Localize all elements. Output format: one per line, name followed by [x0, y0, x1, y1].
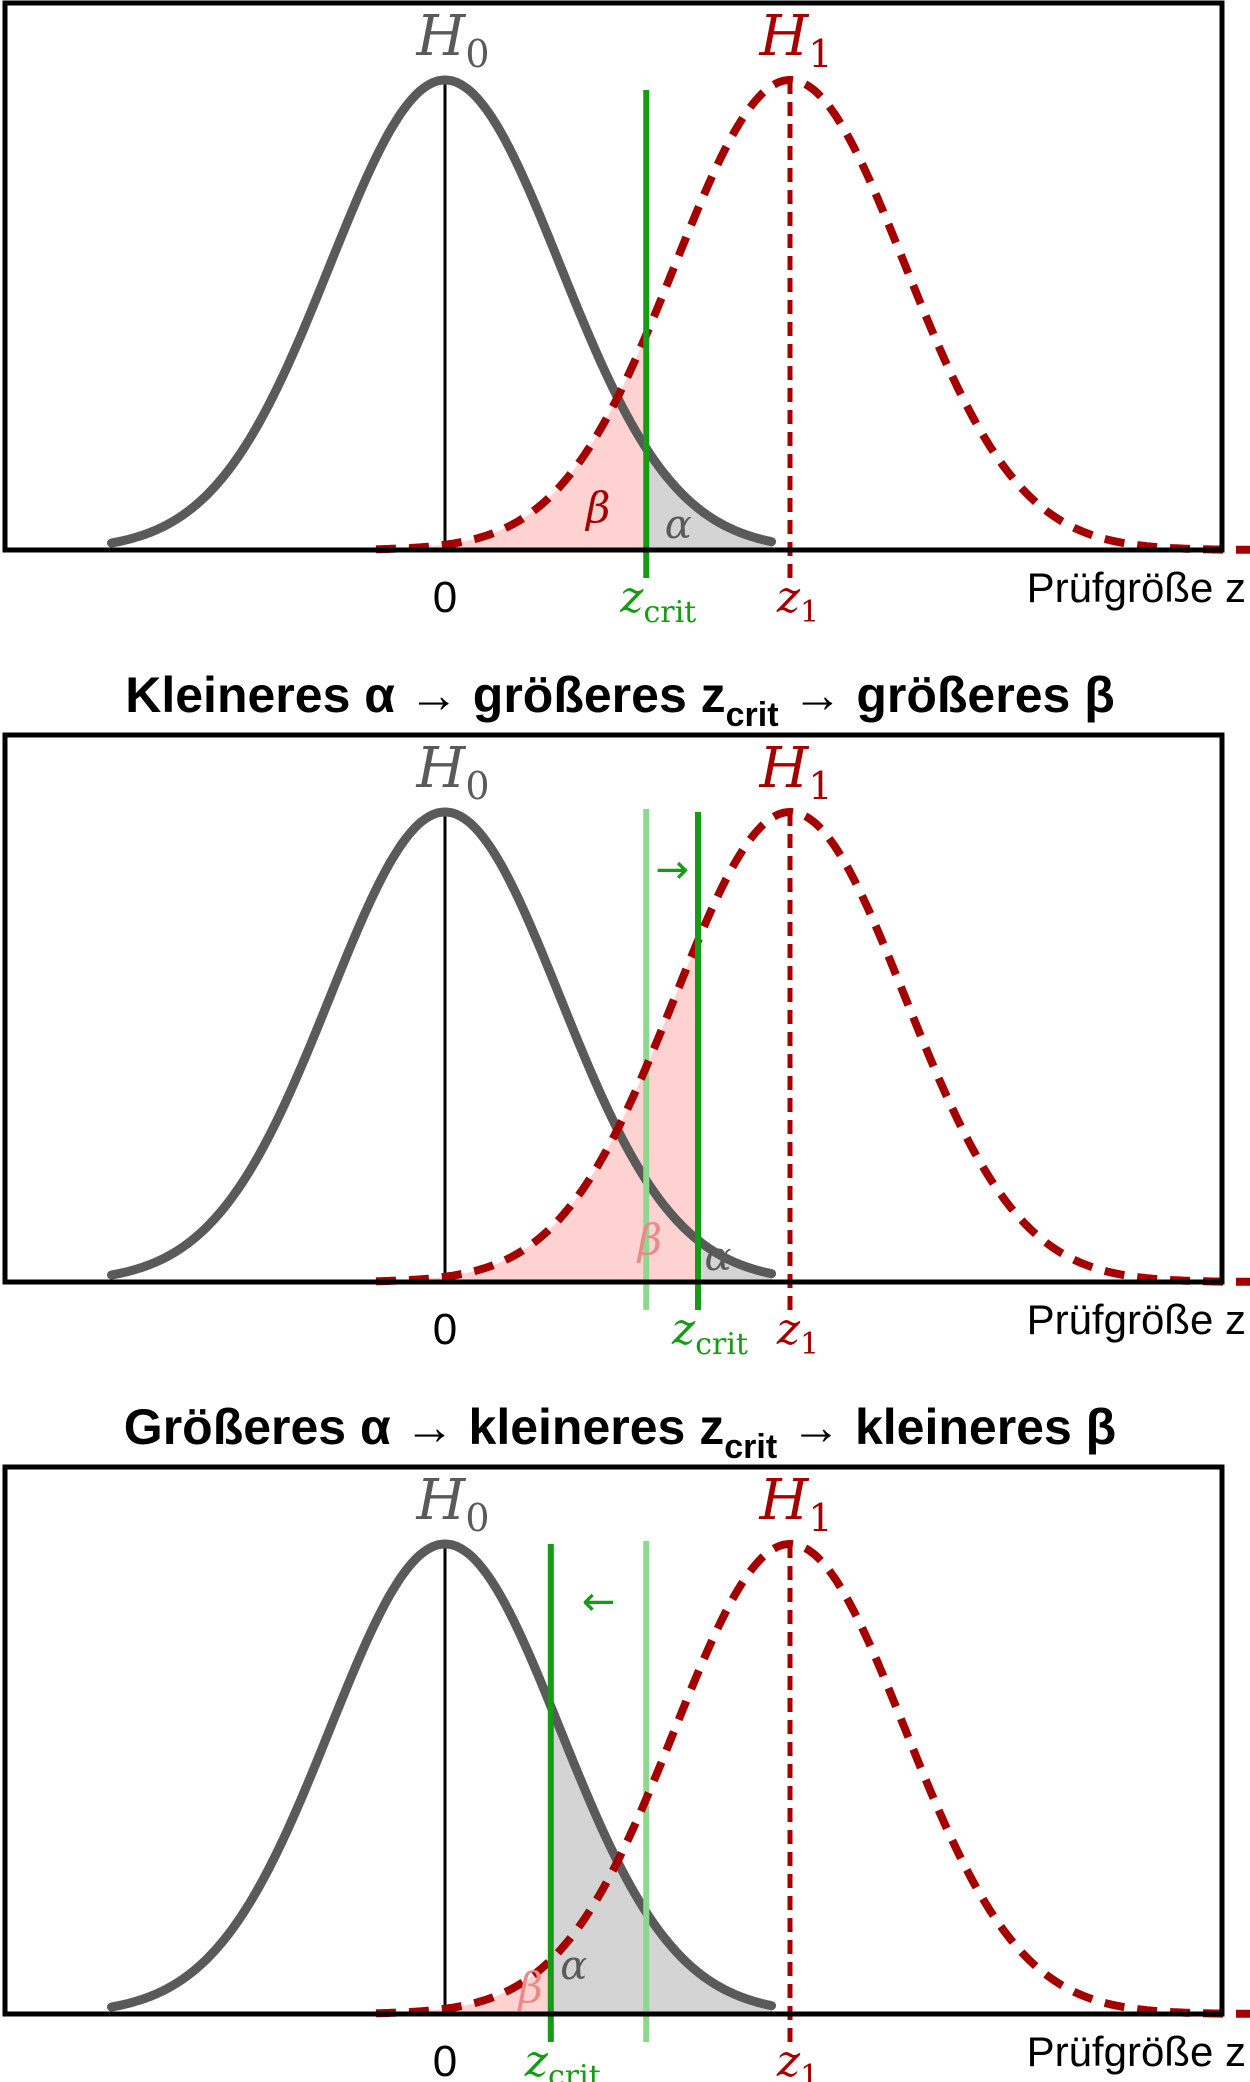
alpha-label: α	[560, 1943, 587, 1989]
z1-label: z1	[776, 572, 819, 630]
beta-label: β	[517, 1963, 543, 2012]
alpha-area	[550, 1706, 773, 2014]
h1-curve	[375, 75, 1250, 554]
z1-label: z1	[776, 1304, 819, 1362]
beta-area	[376, 1960, 551, 2014]
h0-label: H0	[415, 1468, 489, 1540]
title-smaller-alpha: Kleineres α → größeres zcrit → größeres …	[125, 667, 1114, 734]
beta-label: β	[584, 483, 610, 532]
alpha-label: α	[665, 502, 692, 548]
h0-curve	[107, 1539, 777, 2012]
h1-label: H1	[758, 4, 832, 76]
panel-frame	[2, 1464, 1225, 2017]
h0-curve	[107, 807, 777, 1280]
zcrit-label: zcrit	[671, 1304, 748, 1362]
h0-label: H0	[415, 736, 489, 808]
zcrit-label: zcrit	[524, 2036, 601, 2082]
panel-frame	[2, 732, 1225, 1285]
title-larger-alpha: Größeres α → kleineres zcrit → kleineres…	[124, 1399, 1116, 1466]
panel-larger-alpha: ← H0 H1 β α 0 zcrit z1 Prüfgröße z	[2, 1464, 1250, 2082]
h0-curve	[107, 75, 777, 548]
h1-label: H1	[758, 1468, 832, 1540]
tick-zero: 0	[433, 2037, 457, 2082]
beta-label: β	[636, 1215, 662, 1264]
panel-baseline: H0 H1 β α 0 zcrit z1 Prüfgröße z	[2, 0, 1250, 630]
axis-label: Prüfgröße z	[1027, 2028, 1246, 2075]
beta-area	[376, 940, 698, 1282]
tick-zero: 0	[433, 573, 457, 622]
panel-smaller-alpha: → H0 H1 β α 0 zcrit z1 Prüfgröße z	[2, 732, 1250, 1362]
shift-arrow-icon: →	[655, 847, 689, 893]
alpha-area	[646, 448, 773, 550]
panel-frame	[2, 0, 1225, 553]
tick-zero: 0	[433, 1305, 457, 1354]
h1-curve	[375, 1539, 1250, 2018]
h1-curve	[375, 807, 1250, 1286]
axis-label: Prüfgröße z	[1027, 1296, 1246, 1343]
beta-area	[376, 337, 647, 550]
alpha-label: α	[704, 1234, 731, 1280]
axis-label: Prüfgröße z	[1027, 564, 1246, 611]
zcrit-label: zcrit	[619, 572, 696, 630]
shift-arrow-icon: ←	[582, 1579, 616, 1625]
h0-label: H0	[415, 4, 489, 76]
h1-label: H1	[758, 736, 832, 808]
z1-label: z1	[776, 2036, 819, 2082]
